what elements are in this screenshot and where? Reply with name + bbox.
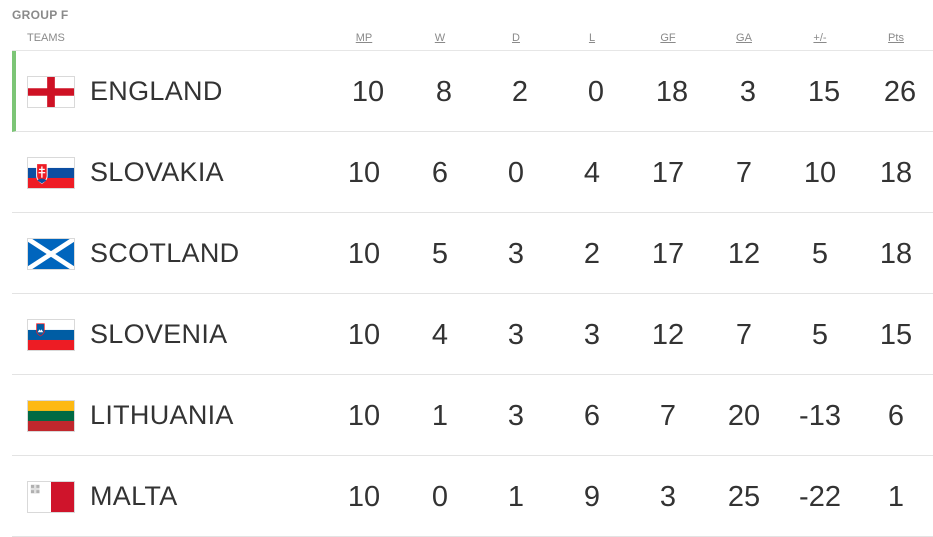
- matches-played-value: 10: [347, 481, 381, 513]
- matches-played-value: 10: [347, 157, 381, 189]
- wins-value: 6: [431, 157, 449, 189]
- draws-value: 2: [511, 76, 529, 108]
- slovakia-flag-icon: [27, 157, 75, 189]
- goals-for-value: 18: [655, 76, 689, 108]
- wins-value: 5: [431, 238, 449, 270]
- draws-value: 3: [507, 319, 525, 351]
- losses-value: 0: [587, 76, 605, 108]
- goals-against-value: 12: [727, 238, 761, 270]
- team-name[interactable]: SLOVAKIA: [90, 157, 224, 187]
- mp-column-header[interactable]: MP: [355, 32, 373, 44]
- goals-against-value: 7: [735, 157, 753, 189]
- table-row[interactable]: SLOVENIA 10 4 3 3 12 7 5 15: [12, 294, 933, 375]
- goals-against-value: 3: [739, 76, 757, 108]
- losses-value: 6: [583, 400, 601, 432]
- wins-value: 1: [431, 400, 449, 432]
- teams-column-header: TEAMS: [27, 32, 65, 44]
- matches-played-value: 10: [347, 400, 381, 432]
- scotland-flag-icon: [27, 238, 75, 270]
- l-column-header[interactable]: L: [588, 32, 596, 44]
- table-row[interactable]: ENGLAND 10 8 2 0 18 3 15 26: [12, 51, 933, 132]
- team-name[interactable]: LITHUANIA: [90, 400, 234, 430]
- gf-column-header[interactable]: GF: [660, 32, 676, 44]
- goals-for-value: 17: [651, 157, 685, 189]
- goals-for-value: 3: [659, 481, 677, 513]
- goal-difference-column-header[interactable]: +/-: [813, 32, 827, 44]
- points-value: 18: [879, 238, 913, 270]
- matches-played-value: 10: [347, 319, 381, 351]
- table-row[interactable]: LITHUANIA 10 1 3 6 7 20 -13 6: [12, 375, 933, 456]
- goal-difference-value: 5: [811, 238, 829, 270]
- goal-difference-value: -22: [799, 481, 841, 513]
- ga-column-header[interactable]: GA: [736, 32, 752, 44]
- table-row[interactable]: MALTA 10 0 1 9 3 25 -22 1: [12, 456, 933, 537]
- goals-for-value: 17: [651, 238, 685, 270]
- losses-value: 3: [583, 319, 601, 351]
- losses-value: 4: [583, 157, 601, 189]
- wins-value: 4: [431, 319, 449, 351]
- slovenia-flag-icon: [27, 319, 75, 351]
- points-value: 15: [879, 319, 913, 351]
- standings-header: TEAMS MP W D L GF GA +/- Pts: [12, 30, 933, 51]
- team-name[interactable]: SLOVENIA: [90, 319, 228, 349]
- group-title: GROUP F: [12, 8, 69, 22]
- goals-against-value: 20: [727, 400, 761, 432]
- wins-value: 8: [435, 76, 453, 108]
- points-column-header[interactable]: Pts: [888, 32, 904, 44]
- team-name[interactable]: ENGLAND: [90, 76, 223, 106]
- draws-value: 0: [507, 157, 525, 189]
- points-value: 6: [887, 400, 905, 432]
- draws-value: 1: [507, 481, 525, 513]
- england-flag-icon: [27, 76, 75, 108]
- goals-against-value: 7: [735, 319, 753, 351]
- matches-played-value: 10: [351, 76, 385, 108]
- lithuania-flag-icon: [27, 400, 75, 432]
- draws-value: 3: [507, 238, 525, 270]
- goal-difference-value: 15: [807, 76, 841, 108]
- losses-value: 9: [583, 481, 601, 513]
- wins-value: 0: [431, 481, 449, 513]
- goals-against-value: 25: [727, 481, 761, 513]
- goal-difference-value: 5: [811, 319, 829, 351]
- draws-value: 3: [507, 400, 525, 432]
- team-name[interactable]: SCOTLAND: [90, 238, 240, 268]
- losses-value: 2: [583, 238, 601, 270]
- table-row[interactable]: SLOVAKIA 10 6 0 4 17 7 10 18: [12, 132, 933, 213]
- team-name[interactable]: MALTA: [90, 481, 178, 511]
- w-column-header[interactable]: W: [434, 32, 446, 44]
- malta-flag-icon: [27, 481, 75, 513]
- points-value: 26: [883, 76, 917, 108]
- goals-for-value: 12: [651, 319, 685, 351]
- points-value: 1: [887, 481, 905, 513]
- d-column-header[interactable]: D: [512, 32, 520, 44]
- points-value: 18: [879, 157, 913, 189]
- goals-for-value: 7: [659, 400, 677, 432]
- table-row[interactable]: SCOTLAND 10 5 3 2 17 12 5 18: [12, 213, 933, 294]
- goal-difference-value: 10: [803, 157, 837, 189]
- matches-played-value: 10: [347, 238, 381, 270]
- goal-difference-value: -13: [799, 400, 841, 432]
